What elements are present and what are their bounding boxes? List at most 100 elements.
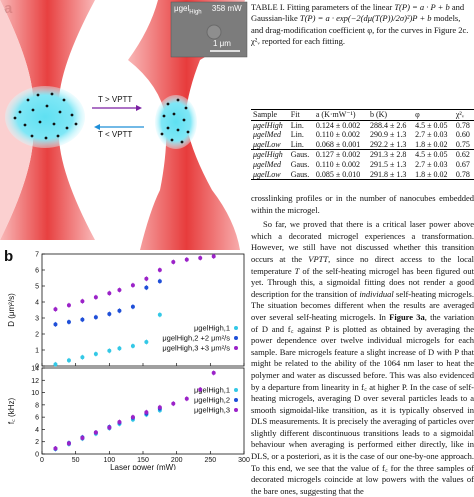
data-point-0-2 bbox=[117, 288, 122, 292]
table-cell: 288.4 ± 2.6 bbox=[369, 120, 407, 130]
arrow-label-below-vptt: T < VPTT bbox=[98, 130, 133, 139]
table-cell: Gaus. bbox=[290, 159, 310, 169]
x-tick-label: 250 bbox=[204, 457, 216, 464]
data-point-0-2 bbox=[80, 299, 85, 304]
x-tick-label: 150 bbox=[137, 457, 149, 464]
y-tick-label: 0 bbox=[35, 364, 39, 371]
inset-sample-name: μgel bbox=[174, 4, 190, 13]
table-row: μgelLow Gaus. 0.085 ± 0.010 291.8 ± 1.3 1.8 … bbox=[251, 169, 474, 181]
legend-entry-0-2: μgelHigh,3 +3 μm²/s bbox=[162, 344, 230, 353]
data-point-0-1 bbox=[66, 320, 71, 324]
data-point-0-0 bbox=[144, 340, 149, 344]
data-point-0-1 bbox=[93, 315, 98, 320]
table-cell: μgelMed bbox=[253, 130, 282, 140]
data-point-1-2 bbox=[144, 410, 149, 415]
table-header-3: b (K) bbox=[367, 109, 414, 121]
data-point-1-2 bbox=[157, 405, 162, 410]
data-point-0-0 bbox=[53, 362, 58, 367]
table-cell: 292.2 ± 1.3 bbox=[369, 139, 407, 149]
data-point-1-2 bbox=[211, 370, 216, 375]
inset-power: 358 mW bbox=[211, 4, 242, 13]
data-point-0-0 bbox=[157, 312, 162, 317]
paragraph-1: crosslinking profiles or in the number o… bbox=[251, 193, 474, 215]
data-point-0-1 bbox=[130, 304, 135, 309]
table-cell: μgelLow bbox=[253, 139, 281, 149]
table-cell: μgelHigh bbox=[251, 149, 289, 160]
data-point-1-2 bbox=[107, 425, 112, 430]
table-cell: 1.8 ± 0.02 bbox=[413, 169, 454, 181]
table-cell: Gaus. bbox=[288, 169, 314, 181]
y-tick-label: 4 bbox=[35, 427, 39, 434]
data-point-0-1 bbox=[157, 279, 162, 284]
x-tick-label: 0 bbox=[40, 457, 44, 464]
table-cell: 291.8 ± 1.3 bbox=[367, 169, 414, 181]
table-row: μgelHigh Lin. 0.124 ± 0.002 288.4 ± 2.6 4.5 … bbox=[251, 120, 474, 130]
table-header-row: Sample Fit a (K·mW⁻¹) b (K) φ χ²ᵥ bbox=[251, 109, 474, 121]
data-point-0-2 bbox=[184, 257, 189, 262]
table-cell: 0.78 bbox=[455, 120, 470, 130]
table-row: μgelHigh Gaus. 0.127 ± 0.002 291.3 ± 2.8 4.5… bbox=[251, 149, 474, 160]
table-cell: Lin. bbox=[290, 130, 304, 140]
p2-e: of the self-heating microgel has been fi… bbox=[251, 265, 474, 299]
y-tick-label: 6 bbox=[35, 268, 39, 275]
x-tick-label: 100 bbox=[103, 457, 115, 464]
microgel-collapsed bbox=[155, 95, 197, 149]
table-cell: 291.5 ± 1.3 bbox=[369, 159, 407, 169]
data-point-1-2 bbox=[80, 436, 85, 441]
table-cell: μgelMed bbox=[253, 159, 282, 169]
data-point-1-2 bbox=[184, 396, 189, 401]
p2-i: , the variation of D and f꜀ against P is… bbox=[251, 311, 474, 496]
table-header-4: φ bbox=[413, 109, 454, 121]
table-cell: 0.127 ± 0.002 bbox=[313, 149, 368, 160]
p2-t: T bbox=[294, 265, 300, 276]
y-tick-label: 7 bbox=[35, 252, 39, 259]
legend-entry-0-0: μgelHigh,1 bbox=[194, 324, 230, 333]
y-tick-label: 5 bbox=[35, 284, 39, 291]
table-cell: 0.62 bbox=[453, 149, 474, 160]
panel-a-illustration bbox=[0, 0, 248, 250]
caption-formula-linear: T(P) = a · P + b bbox=[394, 2, 450, 12]
table-cell: 0.110 ± 0.002 bbox=[315, 130, 360, 140]
data-point-0-2 bbox=[93, 295, 98, 300]
table-cell: Lin. bbox=[290, 120, 304, 130]
data-point-0-2 bbox=[171, 260, 176, 264]
data-point-0-0 bbox=[117, 346, 122, 351]
table-header-0: Sample bbox=[251, 109, 289, 121]
data-point-1-2 bbox=[198, 387, 203, 392]
data-point-0-2 bbox=[107, 291, 112, 296]
inset-label: μgelHigh 358 mW bbox=[174, 4, 242, 16]
table-cell: 2.7 ± 0.03 bbox=[415, 130, 448, 140]
table-cell: 0.068 ± 0.001 bbox=[315, 139, 361, 149]
table-cell: Lin. bbox=[290, 139, 304, 149]
legend-entry-1-1: μgelHigh,2 bbox=[194, 396, 230, 405]
p2-c: , since no direct access to the local te… bbox=[251, 253, 474, 276]
legend-marker bbox=[234, 326, 238, 330]
panel-b-label: b bbox=[4, 248, 14, 265]
data-point-1-2 bbox=[53, 446, 58, 451]
table-cell: 4.5 ± 0.05 bbox=[413, 149, 454, 160]
data-point-1-2 bbox=[66, 441, 71, 446]
table-cell: 4.5 ± 0.05 bbox=[415, 120, 448, 130]
table-cell: 0.67 bbox=[455, 159, 470, 169]
table-cell: μgelLow bbox=[251, 169, 289, 181]
legend-marker bbox=[234, 408, 238, 412]
y-tick-label: 12 bbox=[31, 378, 39, 385]
data-point-1-2 bbox=[171, 401, 176, 406]
data-point-0-1 bbox=[107, 312, 112, 316]
scale-bar-label: 1 μm bbox=[213, 39, 231, 48]
table-cell: 0.78 bbox=[453, 169, 474, 181]
legend-marker bbox=[234, 346, 238, 350]
x-tick-label: 200 bbox=[171, 457, 183, 464]
p2-figure-ref[interactable]: Figure 3a bbox=[389, 311, 425, 322]
y-tick-label: 6 bbox=[35, 415, 39, 422]
y-tick-label: 10 bbox=[31, 390, 39, 397]
table-caption: TABLE I. Fitting parameters of the linea… bbox=[251, 2, 474, 48]
inset-sample-sub: High bbox=[189, 9, 202, 16]
data-point-1-2 bbox=[93, 430, 98, 435]
legend-entry-0-1: μgelHigh,2 +2 μm²/s bbox=[162, 334, 230, 343]
data-point-1-2 bbox=[117, 420, 122, 425]
data-point-0-1 bbox=[144, 285, 149, 290]
table-header-5: χ²ᵥ bbox=[453, 109, 474, 121]
table-row: μgelMed Gaus. 0.110 ± 0.002 291.5 ± 1.3 2.7 … bbox=[251, 160, 474, 170]
